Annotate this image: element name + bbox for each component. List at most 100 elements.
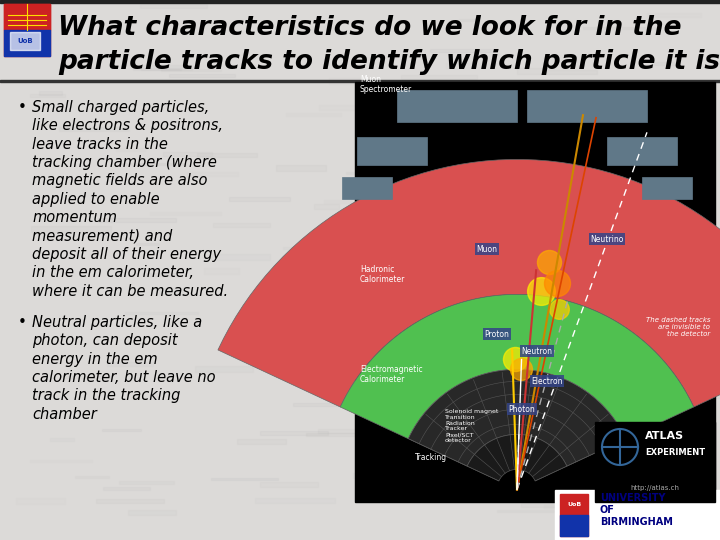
Bar bbox=[578, 466, 607, 470]
Bar bbox=[260, 431, 328, 435]
Bar bbox=[384, 224, 442, 228]
Text: Solenoid magnet
Transition
Radiation
Tracker
Pixel/SCT
detector: Solenoid magnet Transition Radiation Tra… bbox=[445, 409, 498, 443]
Bar bbox=[132, 68, 181, 70]
Text: Hadronic
Calorimeter: Hadronic Calorimeter bbox=[360, 265, 405, 284]
Bar bbox=[354, 473, 408, 478]
Bar bbox=[624, 464, 675, 468]
Point bbox=[553, 305, 564, 313]
Bar bbox=[649, 402, 711, 407]
Bar bbox=[0, 0, 720, 3]
Bar bbox=[497, 510, 554, 512]
Bar bbox=[293, 403, 354, 406]
Bar bbox=[693, 289, 720, 295]
Bar bbox=[283, 247, 310, 249]
Text: Small charged particles,
like electrons & positrons,
leave tracks in the
trackin: Small charged particles, like electrons … bbox=[32, 100, 228, 299]
Bar bbox=[557, 492, 592, 496]
Bar bbox=[502, 234, 538, 236]
Bar bbox=[276, 165, 326, 171]
Bar bbox=[10, 32, 40, 50]
Bar bbox=[595, 80, 660, 84]
Text: Neutrino: Neutrino bbox=[590, 235, 624, 244]
Bar bbox=[4, 30, 50, 56]
Bar bbox=[459, 19, 480, 21]
Bar bbox=[163, 152, 212, 156]
Bar bbox=[521, 503, 561, 507]
Bar bbox=[534, 141, 575, 144]
Bar bbox=[636, 364, 672, 370]
Bar bbox=[522, 424, 549, 427]
Bar bbox=[102, 429, 141, 431]
Bar bbox=[319, 105, 357, 110]
Bar bbox=[128, 510, 176, 515]
Bar bbox=[465, 211, 534, 214]
Point bbox=[516, 365, 527, 374]
Bar bbox=[401, 76, 477, 79]
Polygon shape bbox=[408, 369, 626, 466]
Text: Electron: Electron bbox=[531, 377, 563, 386]
Bar bbox=[121, 163, 186, 165]
Bar bbox=[431, 89, 485, 93]
Bar bbox=[59, 127, 130, 131]
Bar bbox=[168, 75, 235, 77]
Polygon shape bbox=[467, 434, 567, 481]
Bar bbox=[194, 366, 253, 372]
Polygon shape bbox=[218, 159, 720, 407]
Bar bbox=[146, 273, 176, 276]
Bar bbox=[30, 460, 92, 462]
Bar bbox=[642, 177, 692, 199]
Bar bbox=[456, 418, 509, 423]
Text: UNIVERSITY
OF
BIRMINGHAM: UNIVERSITY OF BIRMINGHAM bbox=[600, 492, 673, 528]
Text: Photon: Photon bbox=[508, 405, 536, 414]
Bar bbox=[213, 222, 270, 227]
Bar bbox=[514, 105, 576, 111]
Bar bbox=[107, 362, 153, 366]
Polygon shape bbox=[341, 294, 694, 438]
Bar bbox=[39, 91, 62, 95]
Bar bbox=[30, 94, 65, 97]
Bar bbox=[125, 312, 198, 314]
Bar bbox=[292, 25, 334, 30]
Text: UoB: UoB bbox=[567, 503, 581, 508]
Bar bbox=[486, 302, 518, 307]
Bar bbox=[541, 228, 613, 233]
Bar bbox=[141, 65, 192, 70]
Bar bbox=[357, 137, 427, 165]
Bar bbox=[342, 177, 392, 199]
Bar bbox=[560, 494, 588, 536]
Bar bbox=[632, 509, 700, 515]
Text: ATLAS: ATLAS bbox=[645, 431, 684, 441]
Bar bbox=[456, 451, 503, 454]
Bar bbox=[314, 204, 338, 209]
Bar bbox=[346, 172, 374, 174]
Point bbox=[544, 258, 555, 266]
Bar bbox=[187, 172, 238, 176]
Bar bbox=[211, 254, 271, 260]
Bar bbox=[531, 184, 609, 190]
Bar bbox=[555, 490, 720, 540]
Text: What characteristics do we look for in the: What characteristics do we look for in t… bbox=[58, 15, 682, 41]
Bar bbox=[197, 153, 257, 157]
Bar bbox=[140, 4, 207, 9]
Text: Proton: Proton bbox=[485, 330, 510, 339]
Text: Tracking: Tracking bbox=[415, 453, 447, 462]
Bar bbox=[136, 242, 159, 245]
Text: The dashed tracks
are invisible to
the detector: The dashed tracks are invisible to the d… bbox=[646, 317, 710, 337]
Text: Muon
Spectrometer: Muon Spectrometer bbox=[360, 75, 413, 94]
Bar bbox=[50, 438, 73, 441]
Bar bbox=[150, 212, 222, 215]
Bar bbox=[0, 80, 720, 82]
Bar bbox=[647, 13, 701, 17]
Bar bbox=[397, 90, 517, 122]
Bar bbox=[468, 245, 522, 250]
Bar bbox=[563, 243, 630, 245]
Bar bbox=[328, 78, 359, 84]
Text: particle tracks to identify which particle it is?: particle tracks to identify which partic… bbox=[58, 49, 720, 75]
Bar bbox=[161, 69, 222, 71]
Bar bbox=[104, 487, 150, 490]
Bar bbox=[324, 200, 382, 204]
Bar bbox=[237, 439, 286, 444]
Bar bbox=[600, 394, 663, 398]
Bar bbox=[683, 396, 720, 399]
Bar bbox=[116, 148, 145, 151]
Bar bbox=[286, 113, 341, 117]
